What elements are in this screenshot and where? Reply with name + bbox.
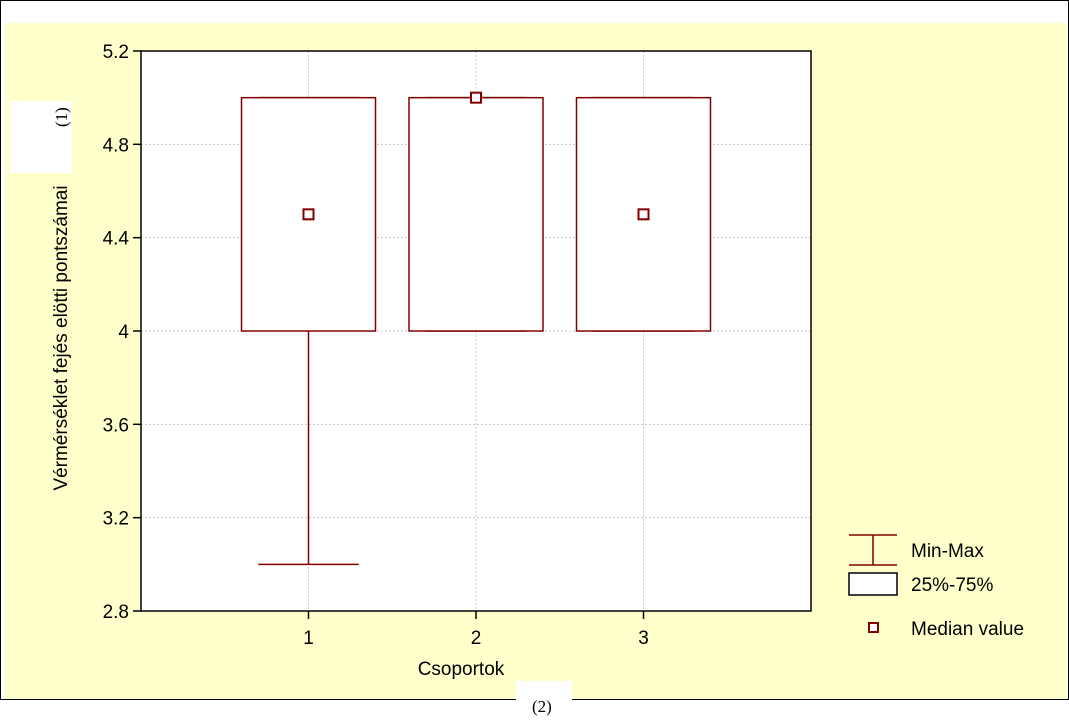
x-tick-label: 3 [638, 628, 649, 649]
y-tick-label: 4.4 [103, 229, 130, 250]
legend: Min-Max 25%-75% Median value [849, 535, 1024, 640]
median-marker [304, 209, 314, 219]
legend-median-symbol [869, 623, 878, 632]
legend-min-max-label: Min-Max [911, 541, 984, 562]
y-axis-note: (1) [10, 101, 72, 173]
y-tick-label: 4 [118, 322, 129, 343]
y-axis-note-text: (1) [52, 107, 72, 127]
legend-iqr-label: 25%-75% [911, 575, 993, 596]
y-tick-label: 5.2 [103, 42, 129, 63]
legend-min-max-symbol [849, 535, 897, 565]
y-axis-label: Vérmérséklet fejés elötti pontszámai [51, 185, 72, 490]
iqr-box [409, 98, 543, 331]
median-marker [639, 209, 649, 219]
x-axis-ticks: 1 2 3 [303, 611, 649, 649]
y-tick-label: 4.8 [103, 135, 129, 156]
boxplot-chart: 2.8 3.2 3.6 4 4.4 4.8 5.2 1 2 3 Vérmérséklet fej… [5, 23, 1067, 699]
x-tick-label: 1 [303, 628, 314, 649]
median-marker [471, 93, 481, 103]
y-tick-label: 3.2 [103, 509, 129, 530]
y-tick-label: 2.8 [103, 602, 129, 623]
legend-iqr-symbol [849, 573, 897, 595]
x-axis-note: (2) [516, 681, 572, 722]
y-tick-label: 3.6 [103, 415, 129, 436]
box-2 [409, 93, 543, 331]
figure-frame: 2.8 3.2 3.6 4 4.4 4.8 5.2 1 2 3 Vérmérséklet fej… [0, 0, 1069, 700]
x-tick-label: 2 [471, 628, 482, 649]
chart-panel: 2.8 3.2 3.6 4 4.4 4.8 5.2 1 2 3 Vérmérséklet fej… [5, 23, 1067, 699]
x-axis-note-text: (2) [532, 697, 552, 717]
legend-median-label: Median value [911, 619, 1024, 640]
y-axis-ticks: 2.8 3.2 3.6 4 4.4 4.8 5.2 [103, 42, 141, 623]
x-axis-label: Csoportok [418, 659, 505, 680]
box-3 [577, 98, 711, 331]
